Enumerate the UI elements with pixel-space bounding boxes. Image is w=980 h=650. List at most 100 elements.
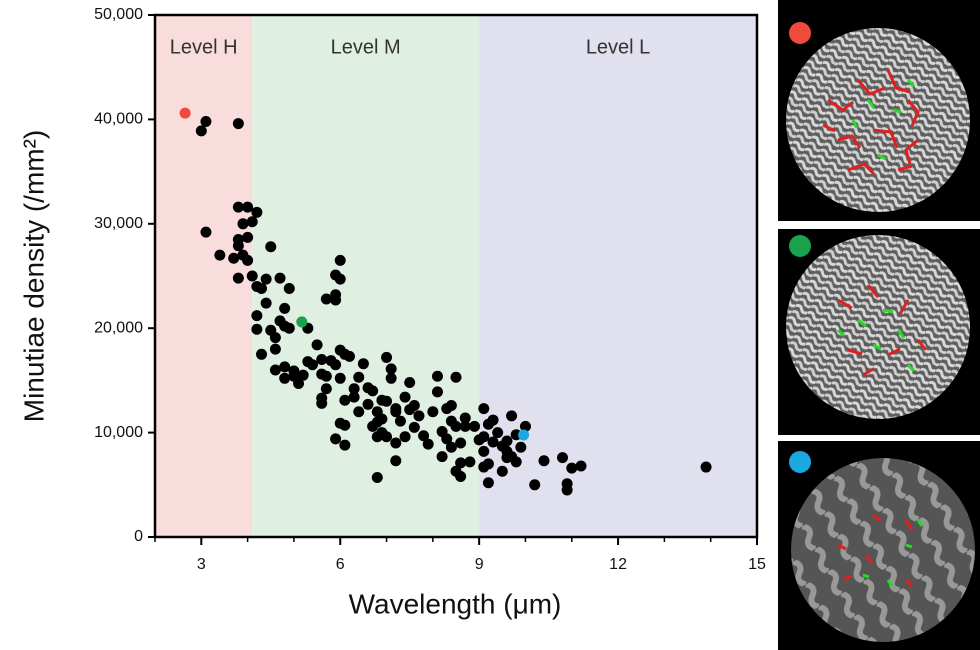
data-point: [232, 272, 244, 284]
data-point: [251, 310, 263, 322]
data-point: [518, 429, 530, 441]
data-point: [242, 254, 254, 266]
data-point: [251, 206, 263, 218]
y-tick-label: 50,000: [94, 6, 143, 23]
data-point: [330, 433, 342, 445]
x-tick-label: 15: [748, 556, 766, 573]
data-point: [381, 351, 393, 363]
data-point: [404, 376, 416, 388]
data-point: [269, 343, 281, 355]
data-point: [441, 433, 453, 445]
panel-high: [778, 0, 980, 221]
data-point: [283, 283, 295, 295]
data-point: [357, 358, 369, 370]
data-point: [353, 406, 365, 418]
data-point: [464, 456, 476, 468]
y-tick-label: 40,000: [94, 111, 143, 128]
data-point: [195, 125, 207, 137]
data-point: [279, 372, 291, 384]
data-point: [385, 363, 397, 375]
data-point: [260, 273, 272, 285]
data-point: [459, 412, 471, 424]
data-point: [418, 430, 430, 442]
data-point: [422, 438, 434, 450]
data-point: [427, 406, 439, 418]
data-point: [478, 403, 490, 415]
y-tick-label: 30,000: [94, 215, 143, 232]
x-axis-label: Wavelength (μm): [349, 588, 562, 619]
data-point: [232, 233, 244, 245]
region-label: Level L: [586, 36, 651, 58]
data-point: [334, 254, 346, 266]
x-tick-label: 12: [609, 556, 627, 573]
data-point: [269, 364, 281, 376]
data-point: [232, 118, 244, 130]
data-point: [306, 359, 318, 371]
data-point: [450, 371, 462, 383]
data-point: [179, 107, 191, 119]
data-point: [519, 420, 531, 432]
data-point: [413, 410, 425, 422]
data-point: [200, 115, 212, 127]
data-point: [436, 451, 448, 463]
data-point: [246, 270, 258, 282]
data-point: [200, 226, 212, 238]
data-point: [320, 293, 332, 305]
data-point: [371, 416, 383, 428]
data-point: [487, 414, 499, 426]
data-point: [385, 372, 397, 384]
data-point: [246, 216, 258, 228]
data-point: [390, 403, 402, 415]
data-point: [431, 386, 443, 398]
data-point: [320, 370, 332, 382]
data-point: [510, 456, 522, 468]
data-point: [339, 419, 351, 431]
data-point: [293, 378, 305, 390]
data-point: [296, 316, 308, 328]
data-point: [242, 201, 254, 213]
data-point: [431, 370, 443, 382]
data-point: [316, 354, 328, 366]
data-point: [408, 399, 420, 411]
data-point: [260, 297, 272, 309]
data-point: [390, 437, 402, 449]
data-point: [256, 348, 268, 360]
data-point: [566, 462, 578, 474]
data-point: [482, 477, 494, 489]
y-tick-label: 20,000: [94, 319, 143, 336]
data-point: [256, 283, 268, 295]
image-panels: [778, 0, 980, 650]
data-point: [265, 241, 277, 253]
data-point: [561, 484, 573, 496]
data-point: [408, 421, 420, 433]
data-point: [469, 420, 481, 432]
data-point: [339, 439, 351, 451]
data-point: [279, 361, 291, 373]
data-point: [538, 455, 550, 467]
data-point: [445, 441, 457, 453]
data-point: [353, 371, 365, 383]
y-axis-label: Minutiae density (/mm²): [18, 130, 49, 423]
data-point: [450, 420, 462, 432]
data-point: [283, 322, 295, 334]
data-point: [279, 302, 291, 314]
region-label: Level M: [331, 36, 401, 58]
y-tick-label: 0: [134, 528, 143, 545]
x-tick-label: 3: [197, 556, 206, 573]
data-point: [496, 465, 508, 477]
data-point: [237, 218, 249, 230]
data-point: [557, 452, 569, 464]
data-point: [455, 437, 467, 449]
data-point: [316, 397, 328, 409]
data-point: [455, 457, 467, 469]
data-point: [371, 471, 383, 483]
data-point: [251, 323, 263, 335]
data-point: [320, 383, 332, 395]
data-point: [311, 339, 323, 351]
data-point: [367, 385, 379, 397]
data-point: [362, 398, 374, 410]
x-tick-label: 6: [336, 556, 345, 573]
data-point: [394, 415, 406, 427]
data-point: [334, 273, 346, 285]
